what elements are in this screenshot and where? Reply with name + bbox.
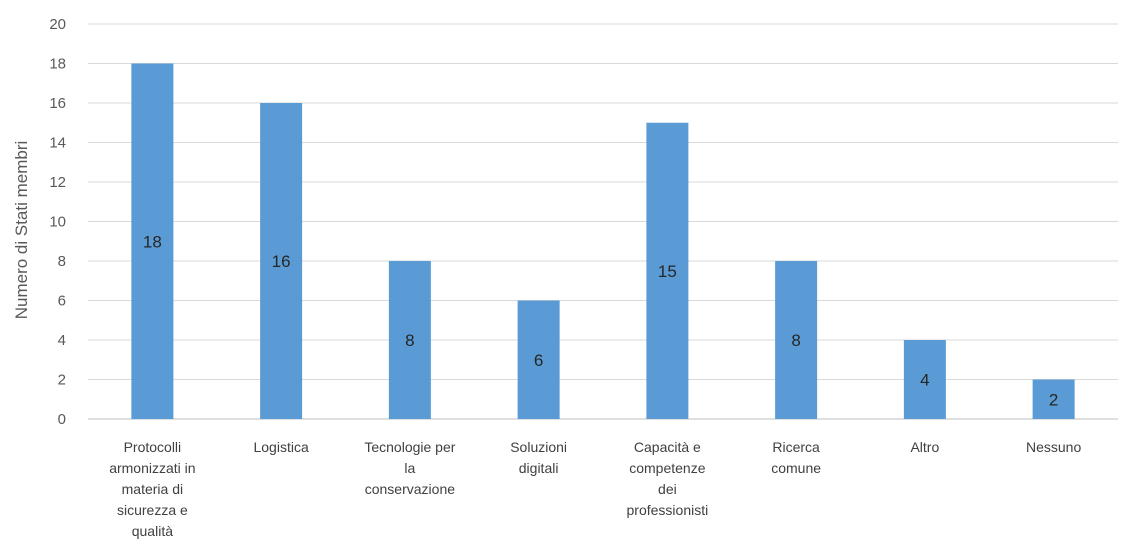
data-label: 8 [791,331,800,350]
x-tick-label-line: qualità [132,523,173,539]
data-label: 8 [405,331,414,350]
x-tick-label: Logistica [253,439,308,455]
data-label: 6 [534,351,543,370]
x-tick-label-line: Logistica [253,439,308,455]
x-tick-label: Ricerca comune [771,439,821,476]
x-tick-label-line: dei [658,481,677,497]
x-tick-label-line: comune [771,460,821,476]
y-tick-label: 20 [49,16,66,33]
y-tick-label: 16 [49,95,66,112]
x-tick-label-line: Altro [910,439,939,455]
y-tick-label: 14 [49,135,66,152]
x-tick-label-line: Ricerca [772,439,820,455]
bars [131,63,1075,419]
bar [131,63,174,419]
x-tick-label: Tecnologie per la conservazione [364,439,455,497]
y-tick-label: 8 [58,253,66,270]
x-tick-label-line: materia di [122,481,183,497]
x-tick-label: Capacità e competenze dei professionisti [627,439,709,518]
x-tick-label-line: la [404,460,415,476]
data-label: 18 [143,232,162,251]
bar [775,261,818,419]
y-tick-label: 12 [49,174,66,191]
x-tick-label-line: digitali [519,460,559,476]
bar [388,261,431,419]
x-tick-label-line: Tecnologie per [364,439,455,455]
y-tick-label: 10 [49,214,66,231]
gridlines [88,23,1118,420]
x-tick-label-line: Nessuno [1026,439,1081,455]
y-tick-label: 2 [58,372,66,389]
x-tick-label-line: conservazione [365,481,455,497]
bar [1032,379,1075,419]
bar [903,340,946,419]
y-axis-label: Numero di Stati membri [12,141,31,320]
x-tick-label: Nessuno [1026,439,1081,455]
y-tick-label: 4 [58,332,66,349]
y-tick-label: 6 [58,293,66,310]
y-tick-label: 18 [49,56,66,73]
x-tick-label: Soluzioni digitali [510,439,567,476]
x-tick-label: Protocolli armonizzati in materia di sicure… [109,439,195,539]
bar [517,300,560,419]
x-tick-label: Altro [910,439,939,455]
data-label: 16 [272,252,291,271]
bar [260,103,303,419]
x-tick-label-line: competenze [629,460,705,476]
y-tick-label: 0 [58,411,66,428]
x-tick-label-line: Capacità e [634,439,701,455]
bar [646,122,689,419]
x-tick-label-line: sicurezza e [117,502,188,518]
x-tick-label-line: professionisti [627,502,709,518]
x-axis: Protocolli armonizzati in materia di sicure… [109,439,1081,539]
data-label: 4 [920,371,929,390]
data-labels: 18 16 8 6 15 8 4 2 [143,232,1058,409]
data-label: 2 [1049,390,1058,409]
y-axis: 0 2 4 6 8 10 12 14 16 18 20 [49,16,66,428]
x-tick-label-line: Soluzioni [510,439,567,455]
x-tick-label-line: Protocolli [124,439,182,455]
x-tick-label-line: armonizzati in [109,460,195,476]
data-label: 15 [658,262,677,281]
